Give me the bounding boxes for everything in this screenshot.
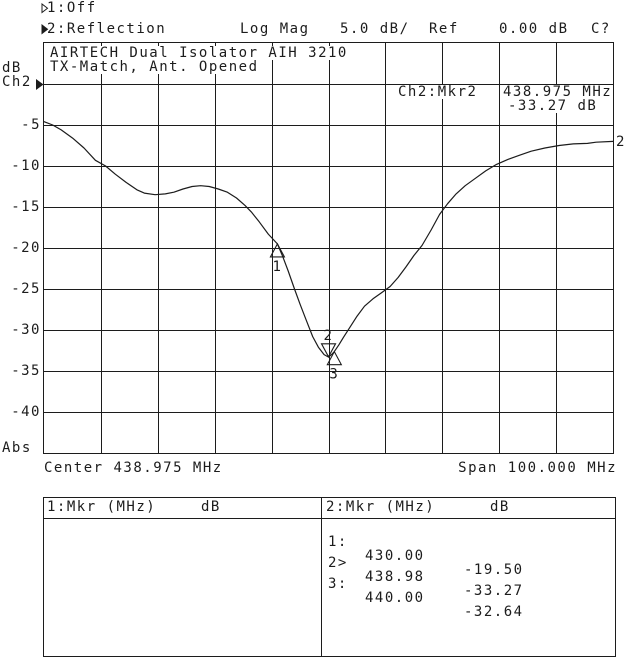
marker-row-value: -32.64 xyxy=(464,604,524,620)
graticule-lines xyxy=(43,42,614,454)
y-tick-label: -30 xyxy=(11,322,41,338)
marker-table2-unit: dB xyxy=(490,499,510,515)
marker-readout-frequency: 438.975 MHz xyxy=(503,84,613,100)
x-axis-center-label: Center 438.975 MHz xyxy=(44,460,223,476)
trace-markers: 1 2 3 xyxy=(269,242,343,383)
trace-ch2 xyxy=(43,121,614,358)
marker-row-id: 1: xyxy=(328,534,348,550)
marker-table-header-line xyxy=(44,518,615,519)
marker-2-symbol xyxy=(320,343,337,358)
marker-table1-title: 1:Mkr (MHz) xyxy=(47,499,157,515)
channel2-scale-value: 5.0 dB/ xyxy=(340,21,410,37)
marker-table-divider xyxy=(321,498,322,656)
marker-row: 1: 430.00 -19.50 xyxy=(44,521,615,577)
marker-table: 1:Mkr (MHz) dB 2:Mkr (MHz) dB 1: 430.00 … xyxy=(43,497,616,657)
marker-2-number-label: 2 xyxy=(324,328,334,344)
channel1-status-label: 1:Off xyxy=(47,0,97,16)
ref-level-arrow-icon xyxy=(36,79,44,90)
x-axis-span-label: Span 100.000 MHz xyxy=(458,460,617,476)
y-axis-unit-label: dB xyxy=(2,60,22,76)
marker-readout-value: -33.27 dB xyxy=(508,98,598,114)
channel1-marker-icon xyxy=(41,3,49,14)
graticule-border xyxy=(43,42,614,454)
marker-row-frequency: 430.00 xyxy=(365,548,425,564)
marker-3-number-label: 3 xyxy=(329,367,339,383)
measurement-title-line2: TX-Match, Ant. Opened xyxy=(50,59,259,75)
marker-1-number-label: 1 xyxy=(272,259,282,275)
trace-number-label: 2 xyxy=(616,134,626,150)
marker-row-frequency: 438.98 xyxy=(365,569,425,585)
marker-row-value: -33.27 xyxy=(464,583,524,599)
cal-status-label: C? xyxy=(591,21,611,37)
measurement-title-line1: AIRTECH Dual Isolator AIH 3210 xyxy=(50,45,348,61)
channel2-ref-label: Ref xyxy=(429,21,459,37)
marker-row-frequency: 440.00 xyxy=(365,590,425,606)
plot-grid: 1 2 3 xyxy=(36,42,614,454)
marker-3-symbol xyxy=(326,350,343,366)
y-tick-label: -35 xyxy=(11,363,41,379)
trace-polyline xyxy=(43,121,614,358)
marker-table2-title: 2:Mkr (MHz) xyxy=(326,499,436,515)
channel2-marker-icon xyxy=(41,24,49,35)
marker-1-symbol xyxy=(269,242,286,258)
y-tick-label: -15 xyxy=(11,199,41,215)
marker-readout-label: Ch2:Mkr2 xyxy=(398,84,478,100)
y-tick-label: -5 xyxy=(21,117,41,133)
channel2-ref-value: 0.00 dB xyxy=(499,21,569,37)
y-tick-label: -20 xyxy=(11,240,41,256)
channel2-measurement-label: 2:Reflection xyxy=(47,21,167,37)
marker-row-value: -19.50 xyxy=(464,562,524,578)
marker-row: 3: 440.00 -32.64 xyxy=(44,563,615,619)
marker-row-id: 3: xyxy=(328,576,348,592)
marker-table1-unit: dB xyxy=(201,499,221,515)
marker-row: 2> 438.98 -33.27 xyxy=(44,542,615,598)
channel2-format-label: Log Mag xyxy=(240,21,310,37)
y-axis-channel-label: Ch2 xyxy=(2,74,32,90)
y-tick-label: -10 xyxy=(11,158,41,174)
marker-row-id: 2> xyxy=(328,555,348,571)
y-axis-mode-label: Abs xyxy=(2,440,32,456)
y-tick-label: -40 xyxy=(11,404,41,420)
y-tick-label: -25 xyxy=(11,281,41,297)
